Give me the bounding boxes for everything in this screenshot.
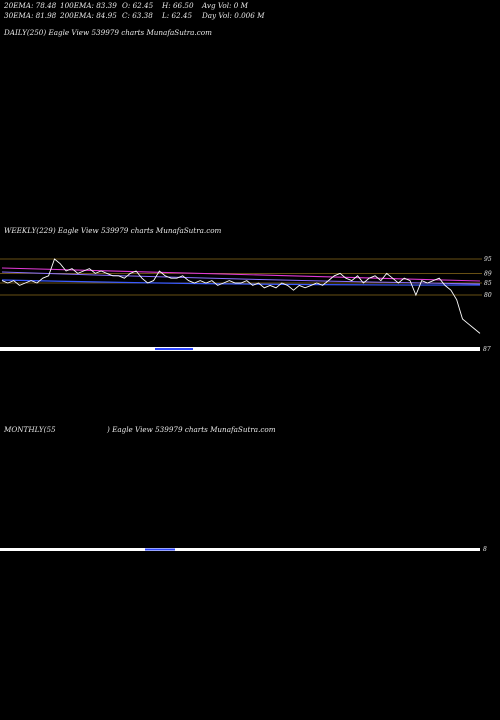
- weekly-y-tick-label-1: 89: [484, 270, 492, 277]
- weekly-ema-line-purple: [1, 271, 481, 285]
- day-vol-readout: Day Vol: 0.006 M: [202, 11, 265, 20]
- weekly-volume-tick-label: 87: [483, 346, 491, 353]
- open-readout: O: 62.45: [122, 1, 154, 10]
- high-readout: H: 66.50: [162, 1, 194, 10]
- avg-vol-readout: Avg Vol: 0 M: [202, 1, 248, 10]
- ema200-readout: 200EMA: 84.95: [60, 11, 117, 20]
- monthly-volume-bar: [0, 548, 480, 551]
- monthly-panel-label: MONTHLY(55 ) Eagle View 539979 charts Mu…: [4, 425, 276, 434]
- close-readout: C: 63.38: [122, 11, 153, 20]
- weekly-ema-line-magenta: [1, 267, 481, 282]
- weekly-price-line: [1, 258, 481, 334]
- monthly-label-left: MONTHLY(55: [4, 425, 56, 434]
- weekly-volume-avg-marker: [155, 348, 193, 350]
- monthly-label-right: ) Eagle View 539979 charts MunafaSutra.c…: [107, 425, 276, 434]
- monthly-volume-avg-marker: [145, 548, 175, 551]
- ema20-readout: 20EMA: 78.48: [4, 1, 57, 10]
- weekly-y-tick-label-3: 80: [484, 292, 492, 299]
- daily-panel-label: DAILY(250) Eagle View 539979 charts Muna…: [4, 28, 212, 37]
- weekly-y-tick-label-2: 85: [484, 280, 492, 287]
- weekly-panel-label: WEEKLY(229) Eagle View 539979 charts Mun…: [4, 226, 222, 235]
- ema30-readout: 30EMA: 81.98: [4, 11, 57, 20]
- low-readout: L: 62.45: [162, 11, 193, 20]
- weekly-volume-bar: [0, 347, 480, 351]
- ema100-readout: 100EMA: 83.39: [60, 1, 117, 10]
- weekly-y-tick-label-0: 95: [484, 256, 492, 263]
- monthly-volume-tick-label: 8: [483, 546, 487, 553]
- weekly-ema-line-blue: [1, 279, 481, 286]
